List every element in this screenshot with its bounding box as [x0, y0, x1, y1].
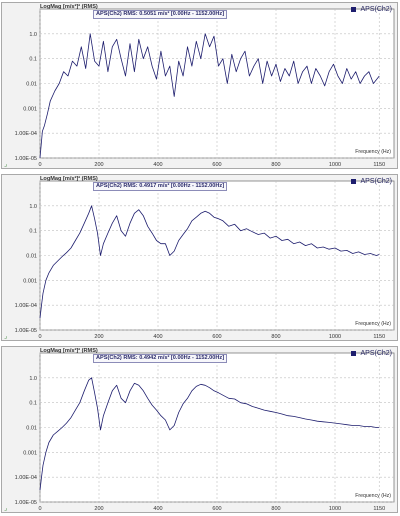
y-tick-label: 0.01 — [26, 426, 37, 432]
x-tick-label: 1150 — [373, 162, 385, 168]
x-tick-label: 800 — [271, 162, 280, 168]
y-tick-label: 0.001 — [23, 450, 37, 456]
y-tick-label: 0.01 — [26, 82, 37, 88]
x-tick-label: 1000 — [329, 162, 341, 168]
chart-plot-3: 1.0 0.1 0.01 0.001 1.00E-04 1.00E-050 200 400 60… — [15, 352, 395, 512]
y-tick-label: 0.1 — [29, 229, 37, 235]
x-tick-label: 0 — [38, 334, 41, 340]
chart-title-2: LogMag [m/s²]² (RMS) — [40, 176, 98, 182]
x-tick-label: 400 — [153, 334, 162, 340]
x-tick-label: 800 — [271, 334, 280, 340]
x-tick-label: 600 — [212, 162, 221, 168]
y-tick-label: 1.00E-05 — [15, 328, 37, 334]
x-tick-label: 800 — [271, 506, 280, 512]
series-line-aps-ch2 — [39, 205, 380, 319]
x-tick-label: 600 — [212, 506, 221, 512]
x-tick-label: 0 — [38, 506, 41, 512]
y-tick-label: 0.001 — [23, 278, 37, 284]
y-tick-label: 1.0 — [29, 376, 37, 382]
chart-title-1: LogMag [m/s²]² (RMS) — [40, 4, 98, 10]
y-tick-label: 1.00E-04 — [15, 131, 37, 137]
x-tick-label: 600 — [212, 334, 221, 340]
axis-origin-icon-1: ⌟ — [4, 161, 8, 168]
y-tick-label: 1.00E-04 — [15, 303, 37, 309]
y-tick-label: 1.00E-04 — [15, 475, 37, 481]
x-axis-label-2: Frequency (Hz) — [355, 321, 391, 327]
chart-panel-2: 1.0 0.1 0.01 0.001 1.00E-04 1.00E-05 0 200 400 60… — [1, 174, 398, 341]
x-tick-label: 400 — [153, 162, 162, 168]
chart-plot-2: 1.0 0.1 0.01 0.001 1.00E-04 1.00E-050 200 400 60… — [15, 180, 395, 340]
legend-3: APS(Ch2) — [351, 350, 392, 357]
x-tick-label: 0 — [38, 162, 41, 168]
chart-plot-1: 1.0 0.1 0.01 0.001 1.00E-04 1.00E-050 200 400 60… — [15, 8, 395, 168]
legend-label-3: APS(Ch2) — [360, 350, 392, 357]
axis-origin-icon-2: ⌟ — [4, 333, 8, 340]
y-tick-label: 0.1 — [29, 401, 37, 407]
x-tick-label: 200 — [94, 334, 103, 340]
legend-label-2: APS(Ch2) — [360, 178, 392, 185]
legend-swatch-2 — [351, 178, 357, 184]
y-tick-label: 1.0 — [29, 32, 37, 38]
axis-origin-icon-3: ⌟ — [4, 505, 8, 512]
series-line-aps-ch2 — [39, 377, 380, 491]
x-tick-label: 1150 — [373, 334, 385, 340]
y-tick-label: 0.001 — [23, 106, 37, 112]
legend-2: APS(Ch2) — [351, 178, 392, 185]
x-tick-label: 200 — [94, 162, 103, 168]
rms-annotation-3: APS(Ch2) RMS: 0.4942 m/s² [0.00Hz - 1152… — [93, 354, 228, 363]
x-tick-label: 200 — [94, 506, 103, 512]
y-tick-label: 0.1 — [29, 57, 37, 63]
chart-title-3: LogMag [m/s²]² (RMS) — [40, 348, 98, 354]
legend-swatch-3 — [351, 350, 357, 356]
rms-annotation-2: APS(Ch2) RMS: 0.4917 m/s² [0.00Hz - 1152… — [93, 182, 228, 191]
legend-label-1: APS(Ch2) — [360, 6, 392, 13]
chart-panel-1: 1.0 0.1 0.01 0.001 1.00E-04 1.00E-05 0 200 400 60… — [1, 2, 398, 169]
x-tick-label: 1150 — [373, 506, 385, 512]
x-tick-label: 1000 — [329, 506, 341, 512]
x-axis-label-1: Frequency (Hz) — [355, 149, 391, 155]
legend-swatch-1 — [351, 6, 357, 12]
x-axis-label-3: Frequency (Hz) — [355, 493, 391, 499]
x-tick-label: 1000 — [329, 334, 341, 340]
y-tick-label: 1.00E-05 — [15, 500, 37, 506]
y-tick-label: 1.0 — [29, 204, 37, 210]
rms-annotation-1: APS(Ch2) RMS: 0.5051 m/s² [0.00Hz - 1152… — [93, 10, 228, 19]
series-line-aps-ch2 — [39, 33, 380, 159]
legend-1: APS(Ch2) — [351, 6, 392, 13]
y-tick-label: 0.01 — [26, 254, 37, 260]
y-tick-label: 1.00E-05 — [15, 156, 37, 162]
chart-panel-3: 1.0 0.1 0.01 0.001 1.00E-04 1.00E-05 0 200 400 60… — [1, 346, 398, 513]
x-tick-label: 400 — [153, 506, 162, 512]
